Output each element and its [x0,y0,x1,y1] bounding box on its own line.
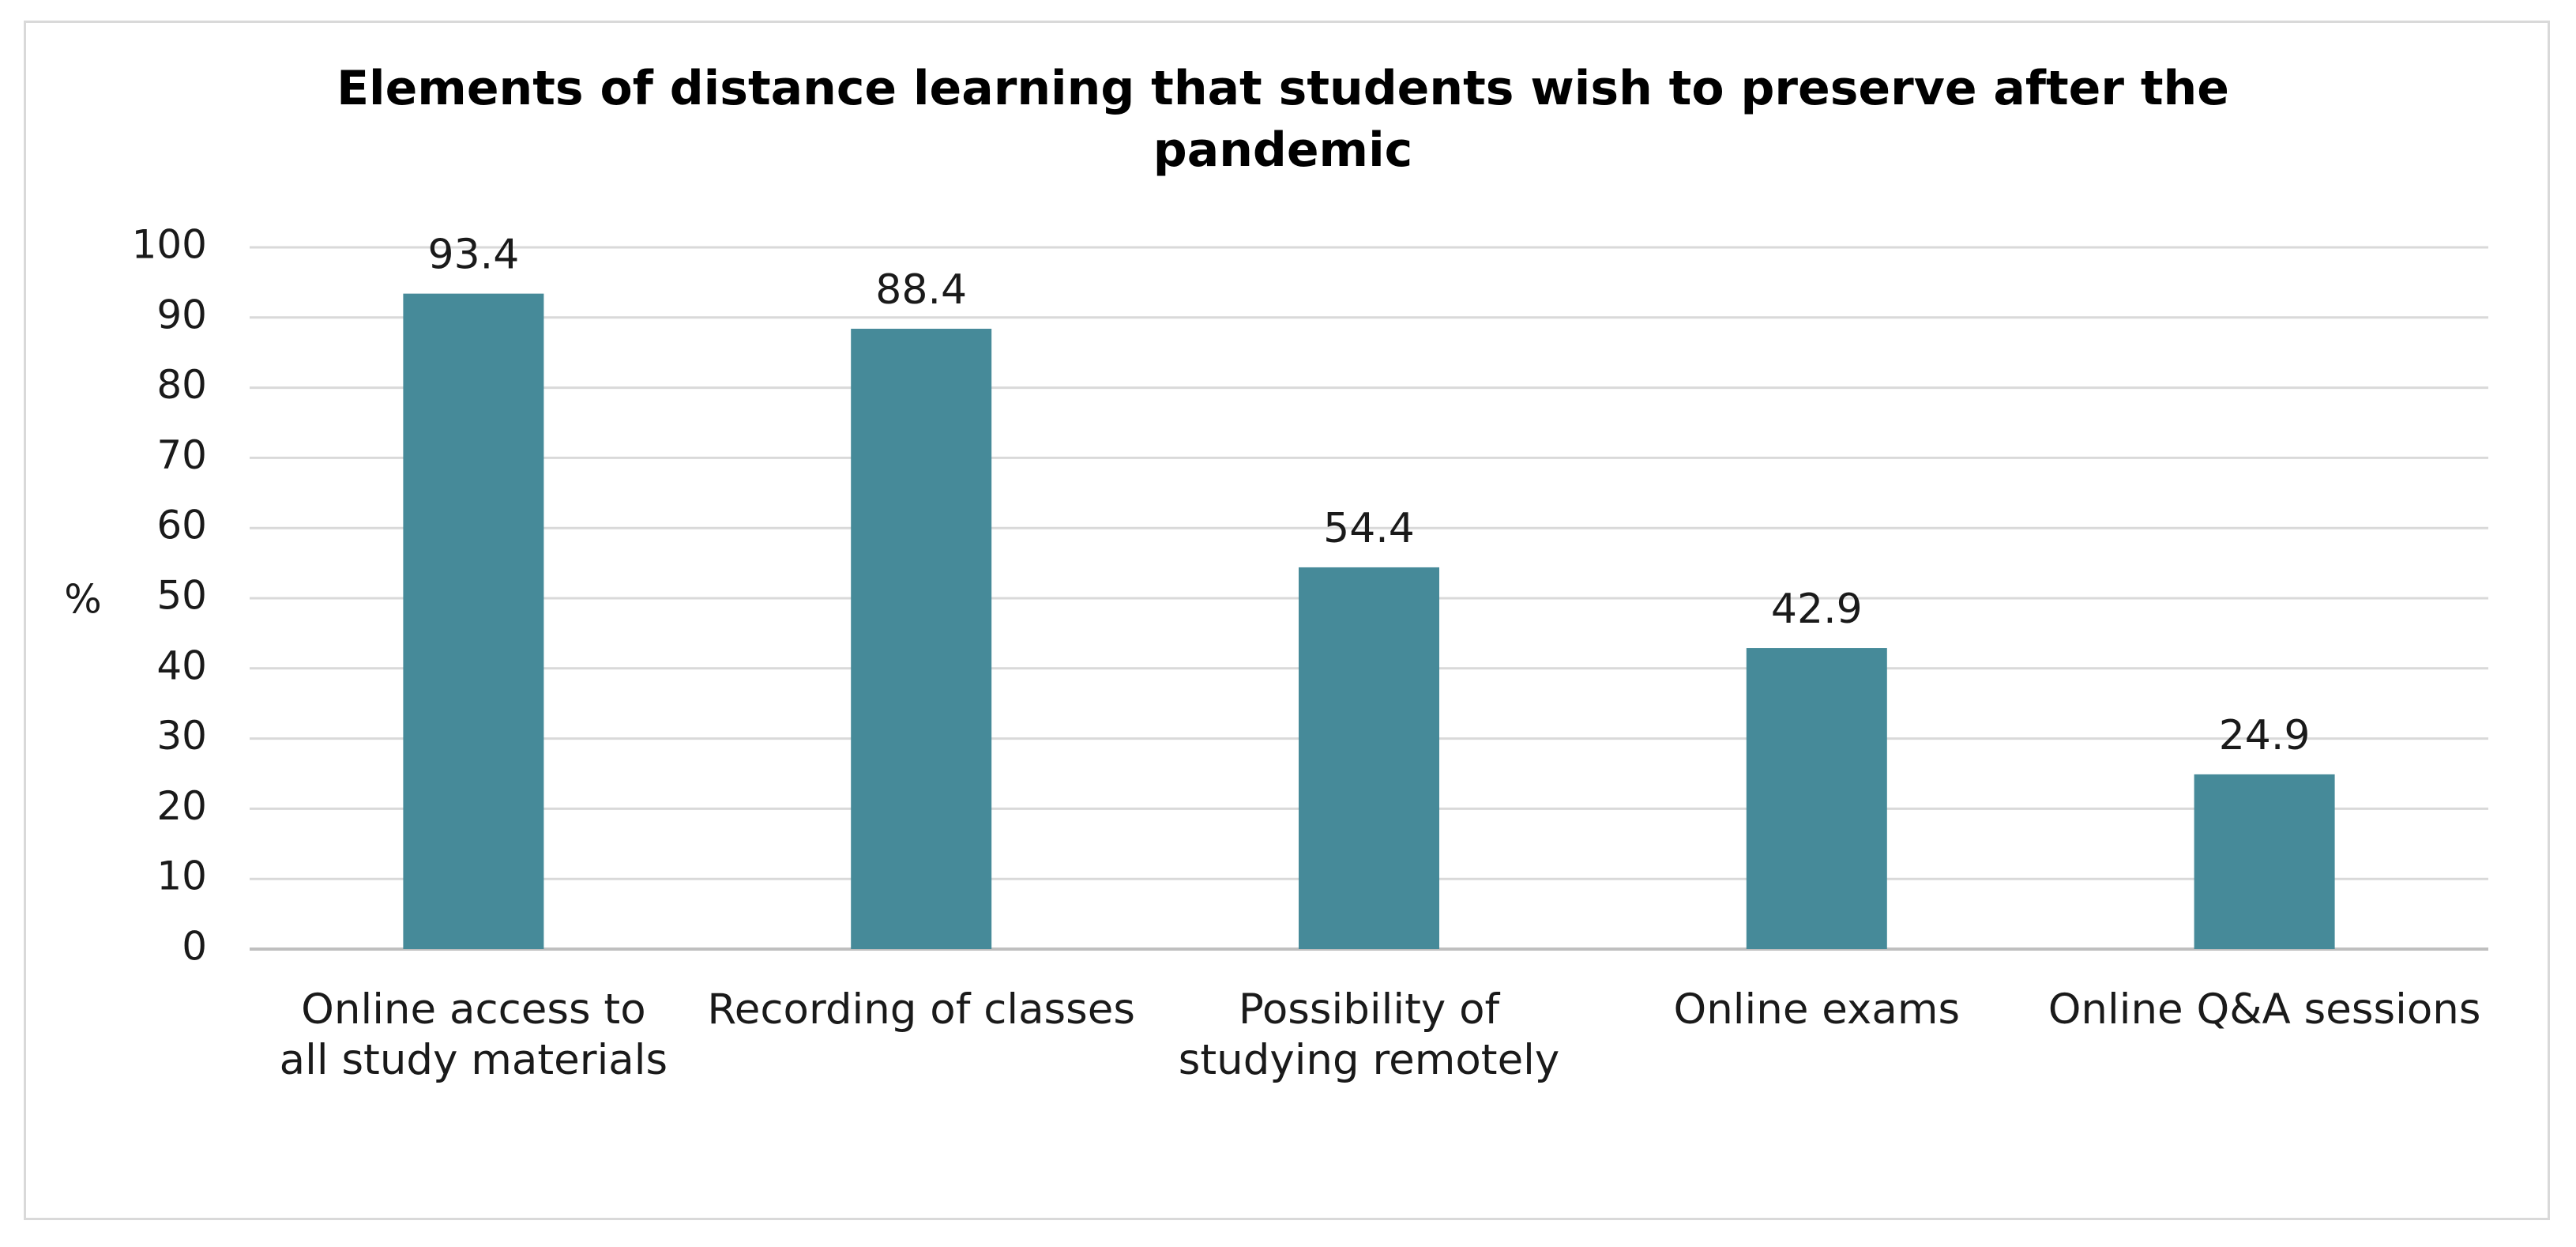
data-label: 42.9 [1771,586,1863,633]
data-label: 88.4 [875,266,967,314]
bars [403,293,2335,949]
y-tick-label: 80 [156,362,207,408]
bar [1746,648,1887,949]
bar [2194,774,2335,949]
x-category-label: Recording of classes [707,985,1135,1034]
y-axis-ticks: 0 10 20 30 40 50 60 70 80 90 100 [132,222,207,970]
x-category-label: Possibility of studying remotely [1179,985,1560,1084]
gridlines [250,246,2488,951]
y-tick-label: 90 [156,292,207,337]
x-category-label-line: Online Q&A sessions [2048,985,2481,1034]
x-category-label: Online Q&A sessions [2048,985,2481,1034]
y-tick-label: 100 [132,222,207,268]
bar [1299,567,1439,949]
x-category-label-line: Online exams [1674,985,1961,1034]
x-category-label-line: Possibility of [1239,985,1501,1034]
y-tick-label: 40 [156,642,207,688]
x-category-label-line: Online access to [301,985,645,1034]
chart-title-line: pandemic [1153,122,1412,178]
x-axis-categories: Online access to all study materials Recor… [280,985,2481,1084]
y-tick-label: 50 [156,573,207,619]
data-label: 93.4 [428,232,520,279]
y-tick-label: 10 [156,853,207,899]
x-category-label-line: all study materials [280,1036,668,1084]
y-axis-title: % [64,577,102,623]
bar [403,293,544,949]
x-category-label-line: Recording of classes [707,985,1135,1034]
y-tick-label: 0 [182,924,207,970]
chart-title-line: Elements of distance learning that stude… [337,61,2229,116]
x-category-label: Online exams [1674,985,1961,1034]
y-tick-label: 30 [156,713,207,759]
chart-title: Elements of distance learning that stude… [337,61,2229,178]
data-labels: 93.4 88.4 54.4 42.9 24.9 [428,232,2311,759]
y-tick-label: 60 [156,503,207,548]
x-category-label-line: studying remotely [1179,1036,1560,1084]
bar [851,329,992,949]
y-tick-label: 20 [156,783,207,829]
y-tick-label: 70 [156,432,207,478]
data-label: 54.4 [1323,505,1415,552]
x-category-label: Online access to all study materials [280,985,668,1084]
data-label: 24.9 [2219,712,2311,759]
